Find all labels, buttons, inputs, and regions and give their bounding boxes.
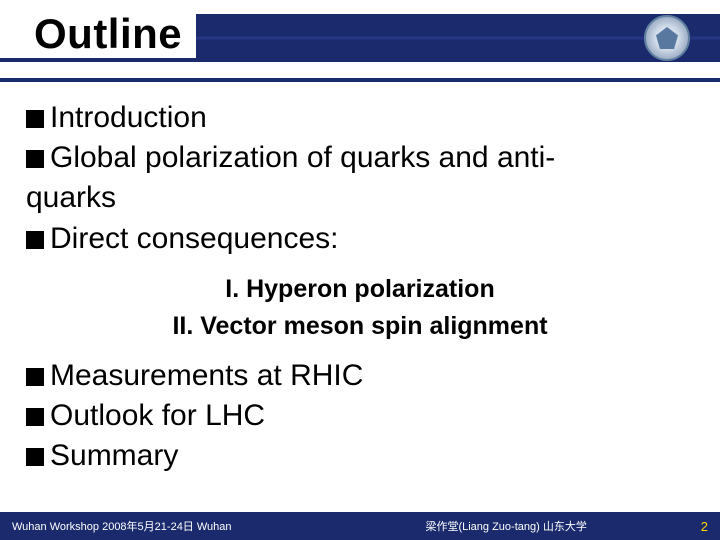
square-bullet-icon [26,368,44,386]
slide-body: Introduction Global polarization of quar… [0,82,720,476]
slide-number: 2 [681,519,708,534]
sub-item: I. Hyperon polarization [26,271,694,309]
bullet-item: Global polarization of quarks and anti- [26,138,694,178]
footer-center: 梁作堂(Liang Zuo-tang) 山东大学 [232,518,681,534]
bullet-item: Direct consequences: [26,219,694,259]
bullet-item: Outlook for LHC [26,396,694,436]
footer-left: Wuhan Workshop 2008年5月21-24日 Wuhan [12,518,232,534]
bullet-text: Outlook for LHC [50,399,265,432]
bullet-item-continuation: quarks [26,178,694,218]
bullet-item: Summary [26,436,694,476]
square-bullet-icon [26,150,44,168]
bullet-item: Measurements at RHIC [26,356,694,396]
square-bullet-icon [26,231,44,249]
slide-header: Outline [0,0,720,82]
bullet-text: Introduction [50,101,207,134]
bullet-text: Direct consequences: [50,222,339,255]
square-bullet-icon [26,110,44,128]
bullet-text: Measurements at RHIC [50,359,363,392]
square-bullet-icon [26,408,44,426]
bullet-text: quarks [26,181,116,214]
institution-logo-icon [644,15,690,61]
slide-footer: Wuhan Workshop 2008年5月21-24日 Wuhan 梁作堂(L… [0,512,720,540]
bullet-item: Introduction [26,98,694,138]
sub-item: II. Vector meson spin alignment [26,308,694,346]
bullet-text: Summary [50,439,178,472]
slide-title: Outline [0,0,196,58]
square-bullet-icon [26,448,44,466]
bullet-text: Global polarization of quarks and anti- [50,141,555,174]
sub-list: I. Hyperon polarization II. Vector meson… [26,271,694,346]
